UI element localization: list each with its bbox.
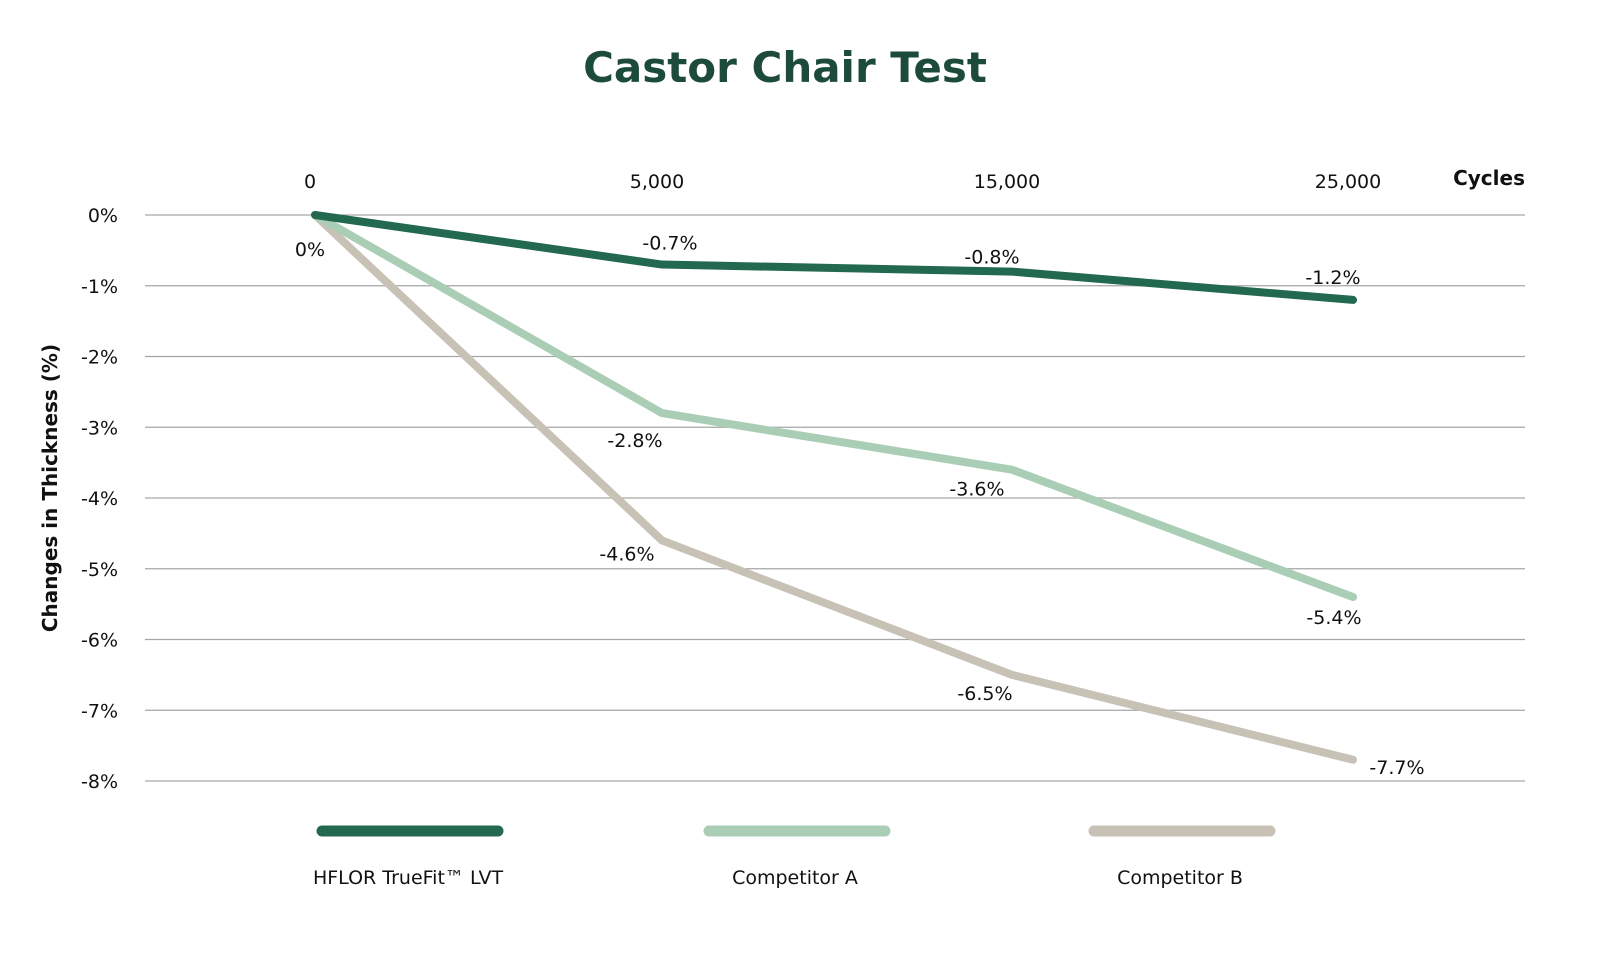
y-tick-label: -4% (81, 488, 118, 510)
legend-label: Competitor B (1117, 867, 1243, 889)
legend-label: HFLOR TrueFit™ LVT (313, 867, 503, 889)
y-tick-label: -6% (81, 630, 118, 652)
chart-title: Castor Chair Test (583, 43, 987, 92)
data-label: -6.5% (957, 683, 1012, 705)
x-tick-label: 15,000 (974, 171, 1040, 193)
y-tick-label: 0% (88, 205, 118, 227)
y-tick-label: -3% (81, 417, 118, 439)
data-label: -7.7% (1369, 757, 1424, 779)
data-label: -5.4% (1306, 607, 1361, 629)
series-line (311, 211, 1357, 602)
legend-label: Competitor A (732, 867, 858, 889)
data-label: -0.7% (642, 233, 697, 255)
y-axis-label: Changes in Thickness (%) (38, 344, 62, 632)
data-label: -0.8% (964, 247, 1019, 269)
series-line (311, 211, 1357, 764)
series-line (311, 211, 1357, 304)
y-tick-label: -2% (81, 347, 118, 369)
y-tick-label: -1% (81, 276, 118, 298)
data-label: -2.8% (607, 430, 662, 452)
y-tick-label: -5% (81, 559, 118, 581)
y-tick-label: -8% (81, 771, 118, 793)
x-tick-label: 0 (304, 171, 316, 193)
data-label: -1.2% (1305, 267, 1360, 289)
data-label: -4.6% (599, 543, 654, 565)
x-axis-label: Cycles (1453, 166, 1525, 190)
y-tick-label: -7% (81, 700, 118, 722)
data-label: 0% (295, 239, 325, 261)
x-tick-label: 5,000 (630, 171, 684, 193)
data-label: -3.6% (949, 479, 1004, 501)
x-tick-label: 25,000 (1315, 171, 1381, 193)
